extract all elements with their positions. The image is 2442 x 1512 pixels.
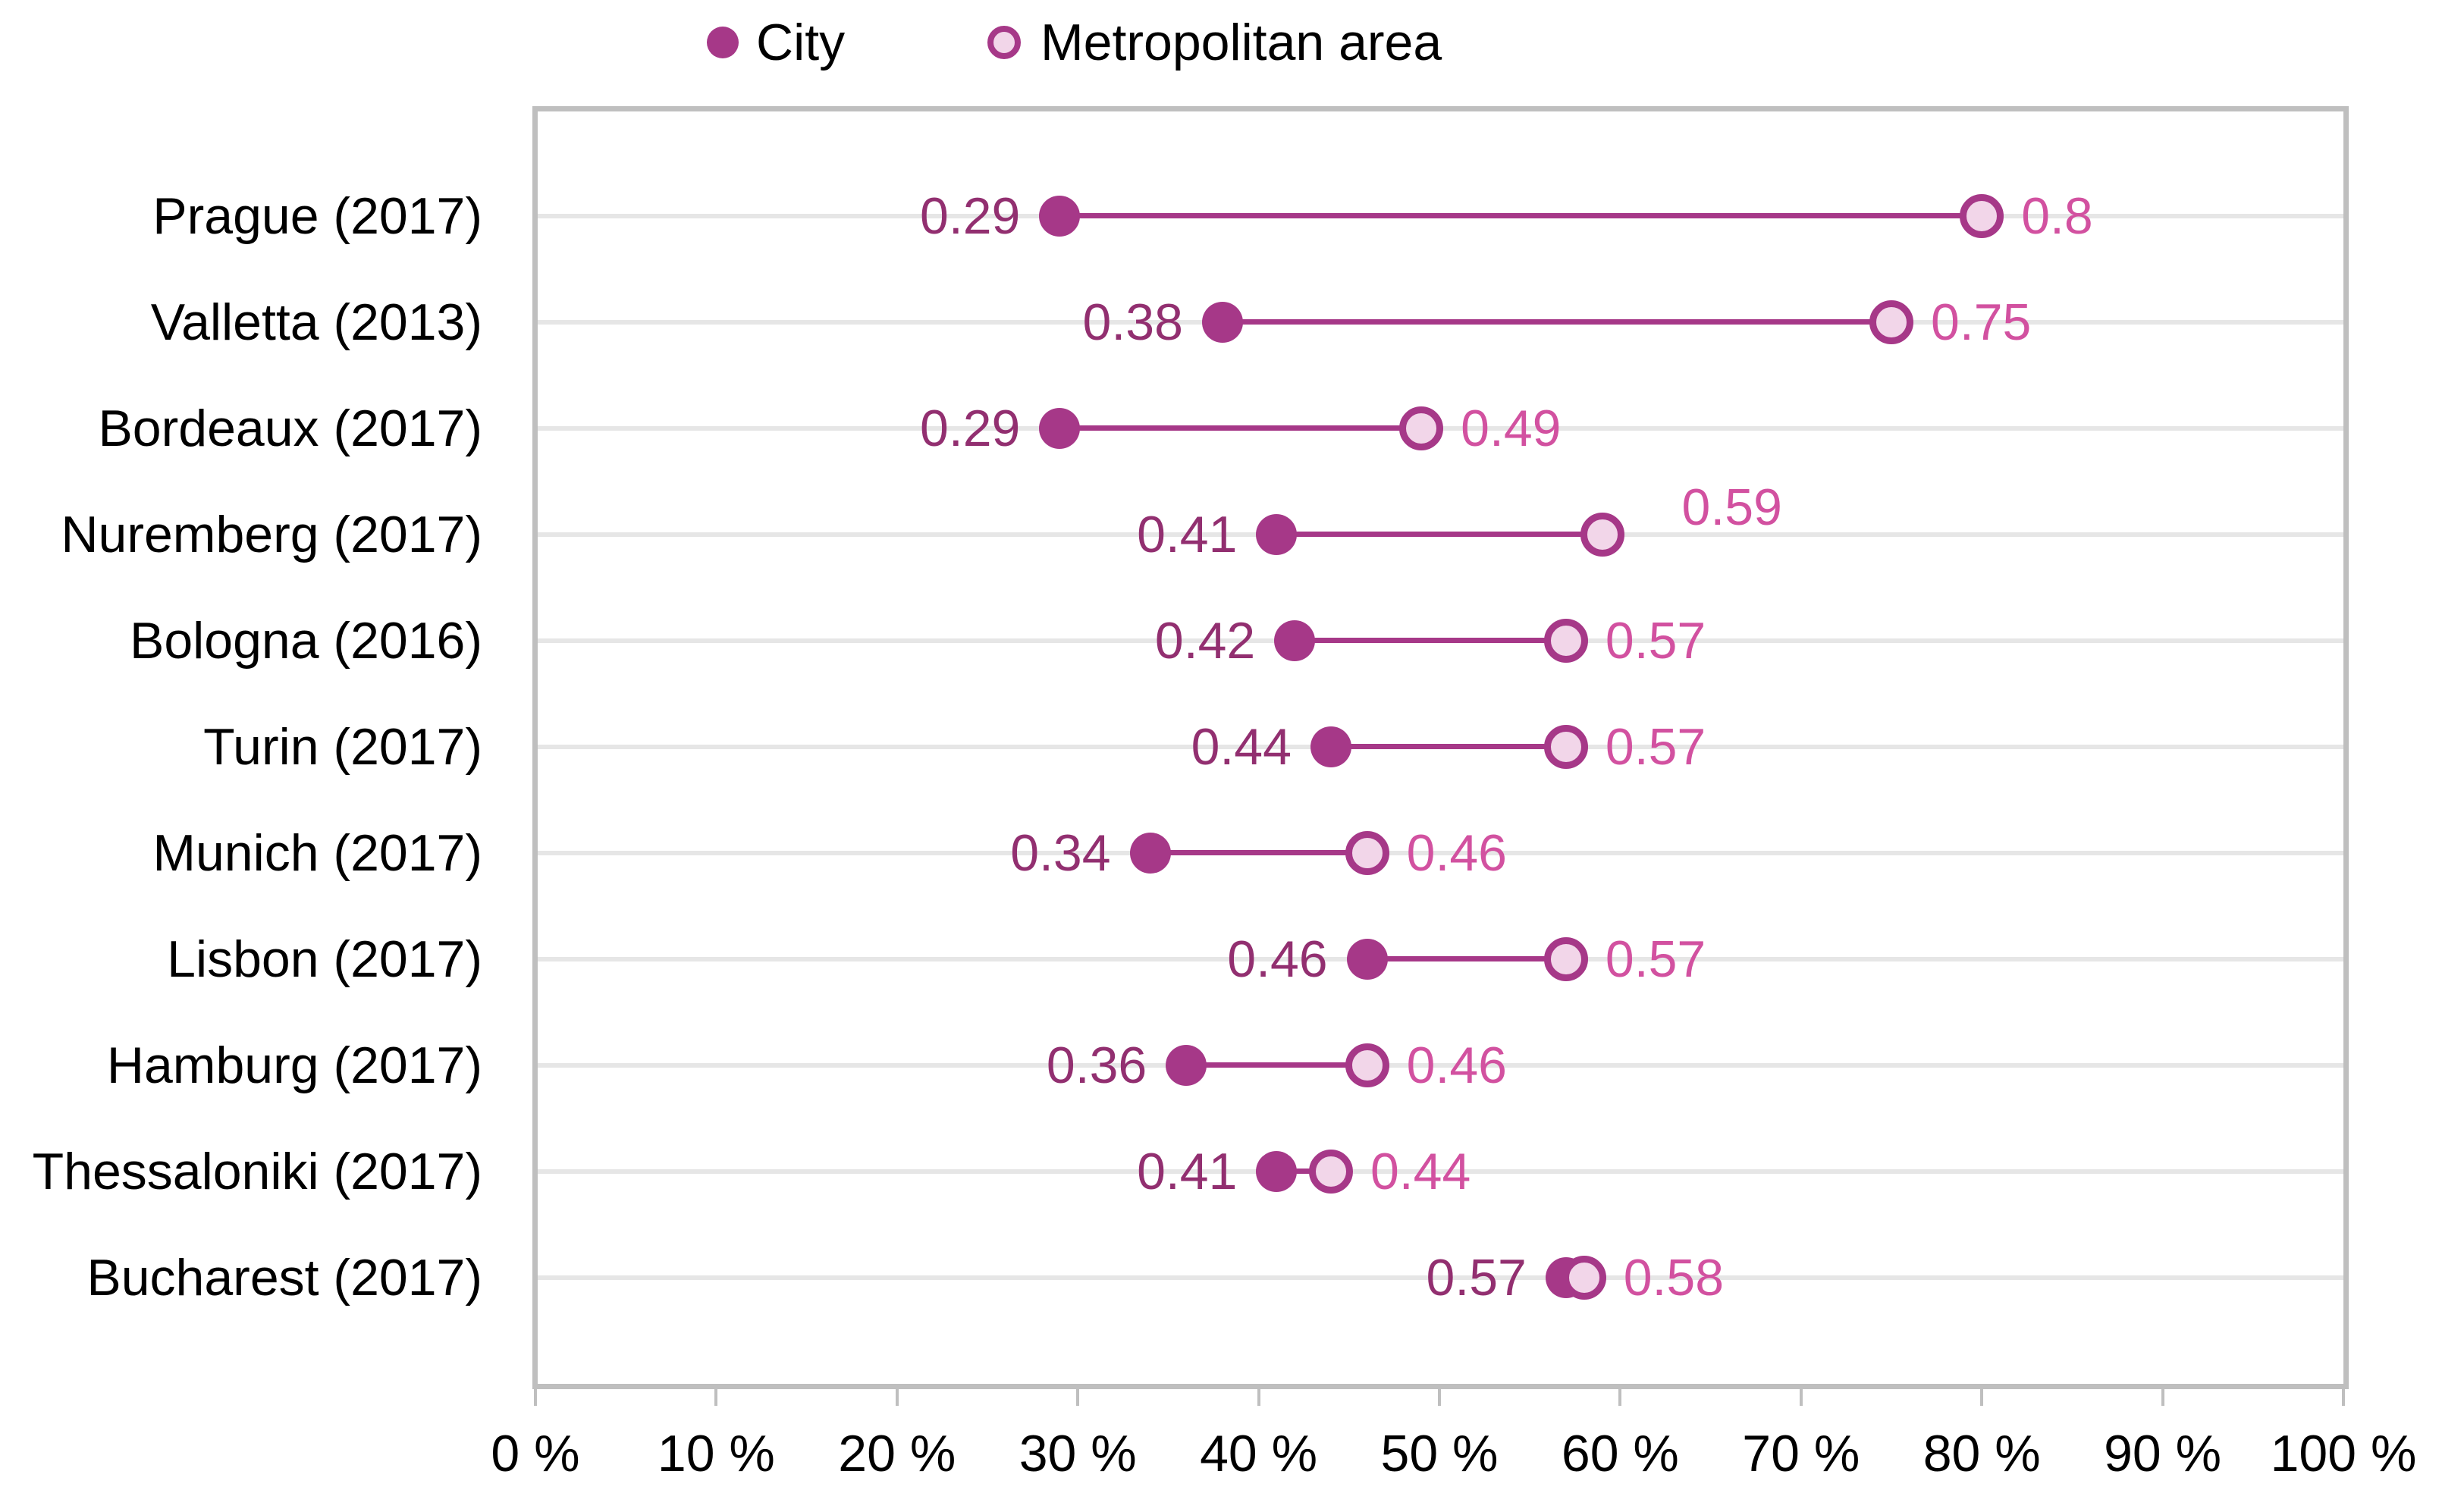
connector-line: [1295, 638, 1566, 643]
row-gridline: [538, 1169, 2343, 1174]
category-label: Hamburg (2017): [106, 1037, 482, 1094]
x-axis-tick-label: 60 %: [1561, 1425, 1679, 1482]
connector-line: [1330, 744, 1566, 749]
city-value-label: 0.44: [1191, 718, 1292, 776]
category-label: Bucharest (2017): [86, 1249, 482, 1307]
city-value-label: 0.46: [1227, 930, 1328, 988]
legend-metro-dot-icon: [987, 26, 1021, 59]
metro-dot: [1580, 513, 1624, 557]
connector-line: [1276, 532, 1602, 537]
city-dot: [1129, 833, 1171, 874]
row-gridline: [538, 1063, 2343, 1068]
row-gridline: [538, 851, 2343, 855]
chart-legend: City Metropolitan area: [0, 0, 2442, 83]
city-dot: [1039, 408, 1081, 449]
metro-value-label: 0.59: [1681, 478, 1782, 536]
x-axis-tick-label: 30 %: [1019, 1425, 1137, 1482]
connector-line: [1276, 1169, 1331, 1174]
city-value-label: 0.36: [1046, 1037, 1147, 1094]
category-label: Bordeaux (2017): [98, 400, 482, 457]
connector-line: [1367, 956, 1566, 961]
x-axis-tick-label: 50 %: [1380, 1425, 1499, 1482]
category-label: Valletta (2013): [150, 293, 482, 351]
x-axis-tick: [534, 1389, 537, 1406]
connector-line: [1222, 319, 1891, 325]
city-value-label: 0.41: [1137, 506, 1238, 563]
metro-value-label: 0.57: [1605, 930, 1706, 988]
metro-dot: [1543, 619, 1588, 663]
x-axis-tick: [1980, 1389, 1984, 1406]
city-dot: [1346, 939, 1388, 980]
metro-dot: [1869, 300, 1913, 344]
category-label: Turin (2017): [203, 718, 482, 776]
city-dot: [1256, 514, 1298, 555]
city-value-label: 0.42: [1154, 612, 1256, 670]
x-axis-tick-label: 70 %: [1742, 1425, 1860, 1482]
x-axis-tick: [2161, 1389, 2164, 1406]
city-dot: [1274, 620, 1316, 661]
connector-line: [1059, 425, 1422, 431]
legend-city-label: City: [756, 14, 846, 71]
metro-dot: [1308, 1150, 1353, 1194]
category-label: Munich (2017): [152, 824, 482, 882]
connector-line: [1059, 213, 1982, 218]
metro-value-label: 0.44: [1370, 1143, 1471, 1200]
category-label: Lisbon (2017): [167, 930, 482, 988]
city-value-label: 0.34: [1010, 824, 1111, 882]
metro-value-label: 0.75: [1931, 293, 2032, 351]
city-dot: [1166, 1045, 1207, 1086]
city-dot: [1201, 302, 1243, 343]
metro-value-label: 0.46: [1406, 1037, 1507, 1094]
x-axis-tick-label: 20 %: [838, 1425, 956, 1482]
x-axis-tick: [1257, 1389, 1260, 1406]
category-label: Prague (2017): [152, 187, 482, 245]
metro-dot: [1562, 1256, 1606, 1300]
x-axis-tick-label: 80 %: [1923, 1425, 2041, 1482]
city-value-label: 0.29: [920, 187, 1021, 245]
metro-value-label: 0.8: [2021, 187, 2093, 245]
x-axis-tick: [2342, 1389, 2345, 1406]
legend-city-dot-icon: [707, 27, 739, 58]
city-value-label: 0.38: [1082, 293, 1183, 351]
x-axis-tick: [714, 1389, 718, 1406]
legend-metro-label: Metropolitan area: [1041, 14, 1442, 71]
x-axis-tick-label: 0 %: [491, 1425, 580, 1482]
metro-dot: [1399, 406, 1444, 450]
x-axis-tick: [1799, 1389, 1803, 1406]
city-dot: [1310, 726, 1351, 767]
connector-line: [1186, 1062, 1367, 1068]
metro-value-label: 0.57: [1605, 718, 1706, 776]
metro-dot: [1345, 831, 1389, 875]
x-axis-tick: [895, 1389, 899, 1406]
x-axis-tick: [1438, 1389, 1441, 1406]
city-dot: [1256, 1151, 1298, 1192]
connector-line: [1150, 850, 1367, 855]
x-axis-tick-label: 100 %: [2270, 1425, 2417, 1482]
x-axis-tick: [1618, 1389, 1622, 1406]
metro-dot: [1543, 725, 1588, 769]
category-label: Nuremberg (2017): [61, 506, 482, 563]
city-value-label: 0.57: [1426, 1249, 1527, 1307]
metro-dot: [1345, 1043, 1389, 1087]
x-axis-tick: [1076, 1389, 1080, 1406]
city-value-label: 0.29: [920, 400, 1021, 457]
city-dot: [1039, 196, 1081, 237]
x-axis-tick-label: 40 %: [1200, 1425, 1318, 1482]
city-value-label: 0.41: [1137, 1143, 1238, 1200]
metro-dot: [1543, 937, 1588, 981]
metro-value-label: 0.49: [1461, 400, 1562, 457]
x-axis-tick-label: 90 %: [2104, 1425, 2222, 1482]
metro-value-label: 0.57: [1605, 612, 1706, 670]
row-gridline: [538, 1275, 2343, 1280]
metro-value-label: 0.46: [1406, 824, 1507, 882]
metro-dot: [1960, 194, 2004, 238]
category-label: Thessaloniki (2017): [32, 1143, 482, 1200]
metro-value-label: 0.58: [1623, 1249, 1725, 1307]
category-label: Bologna (2016): [129, 612, 482, 670]
x-axis-tick-label: 10 %: [657, 1425, 775, 1482]
